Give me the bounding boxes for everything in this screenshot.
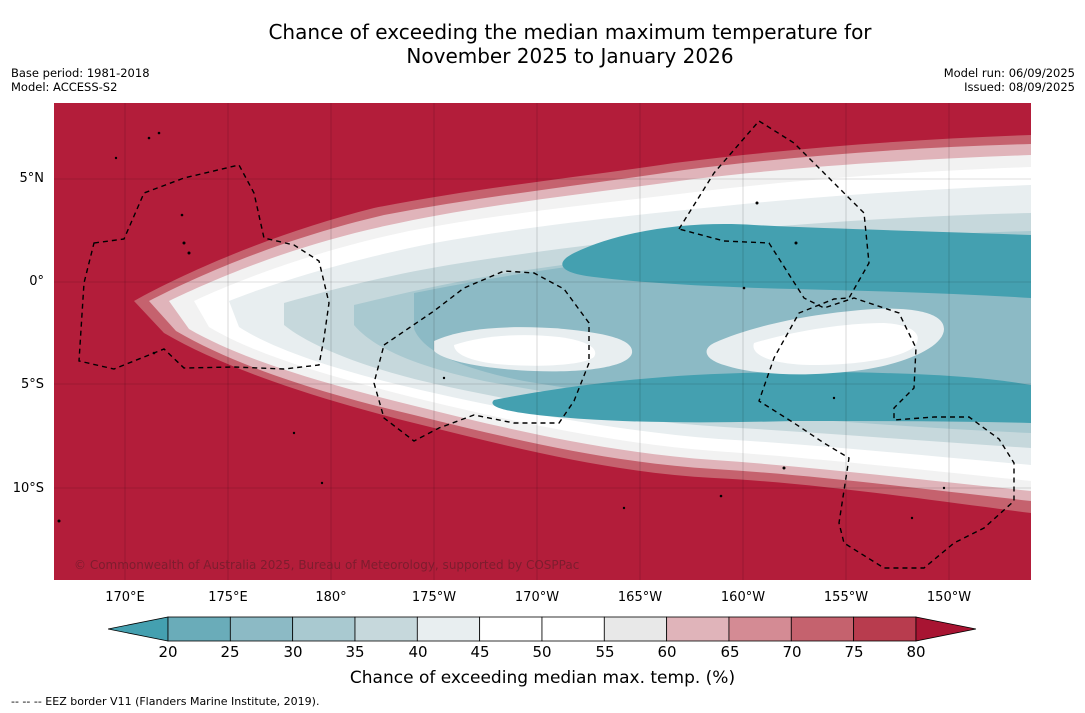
teal-blob-south: [492, 372, 1031, 423]
cb-tick-35: 35: [345, 643, 365, 661]
colorbar-extend-high: [915, 616, 977, 642]
colorbar-cell: [728, 616, 792, 642]
copyright-notice: © Commonwealth of Australia 2025, Bureau…: [74, 558, 580, 572]
issued-date: Issued: 08/09/2025: [964, 80, 1075, 94]
lon-label-150w: 150°W: [926, 590, 972, 605]
colorbar-cell: [790, 616, 855, 642]
model-run: Model run: 06/09/2025: [943, 66, 1075, 80]
lon-label-170e: 170°E: [105, 590, 145, 605]
colorbar-label: Chance of exceeding median max. temp. (%…: [349, 668, 736, 688]
cb-tick-60: 60: [657, 643, 677, 661]
white-pocket-west-inner: [454, 335, 596, 366]
eez-footnote: -- -- -- EEZ border V11 (Flanders Marine…: [11, 695, 320, 708]
colorbar-cell: [541, 616, 605, 642]
lat-label-5n: 5°N: [19, 171, 45, 186]
lon-label-175e: 175°E: [208, 590, 248, 605]
lon-label-170w: 170°W: [514, 590, 560, 605]
base-period: Base period: 1981-2018: [11, 66, 150, 80]
colorbar-cell: [666, 616, 730, 642]
cb-tick-70: 70: [782, 643, 802, 661]
cb-tick-65: 65: [720, 643, 740, 661]
colorbar-cells: [107, 616, 977, 642]
graticule: [54, 103, 1031, 580]
colorbar-extend-low: [107, 616, 169, 642]
cb-tick-80: 80: [906, 643, 926, 661]
colorbar-cell: [603, 616, 668, 642]
cb-tick-25: 25: [220, 643, 240, 661]
meta-right: Model run: 06/09/2025 Issued: 08/09/2025: [944, 66, 1075, 94]
colorbar-cell: [853, 616, 917, 642]
lon-label-165w: 165°W: [617, 590, 663, 605]
lon-label-180: 180°: [315, 590, 347, 605]
colorbar-cell: [416, 616, 481, 642]
cb-tick-50: 50: [532, 643, 552, 661]
colorbar-cell: [167, 616, 231, 642]
title-line-2: November 2025 to January 2026: [406, 44, 734, 68]
colorbar-cell: [354, 616, 418, 642]
white-pocket-east-inner: [753, 323, 918, 365]
title-line-1: Chance of exceeding the median maximum t…: [268, 20, 872, 44]
colorbar-cell: [479, 616, 543, 642]
lat-label-10s: 10°S: [12, 481, 44, 496]
lon-label-175w: 175°W: [411, 590, 457, 605]
meta-left: Base period: 1981-2018 Model: ACCESS-S2: [11, 66, 150, 94]
islands: [57, 131, 946, 523]
cb-tick-45: 45: [470, 643, 490, 661]
lon-label-155w: 155°W: [823, 590, 869, 605]
colorbar-cell: [229, 616, 294, 642]
cb-tick-30: 30: [283, 643, 303, 661]
cb-tick-55: 55: [595, 643, 615, 661]
colorbar-svg: [107, 616, 977, 642]
forecast-map: © Commonwealth of Australia 2025, Bureau…: [54, 103, 1031, 580]
cb-tick-75: 75: [844, 643, 864, 661]
lat-label-0: 0°: [29, 274, 44, 289]
cb-tick-20: 20: [158, 643, 178, 661]
cb-tick-40: 40: [408, 643, 428, 661]
colorbar-cell: [292, 616, 356, 642]
colorbar: [107, 616, 978, 648]
map-svg: [54, 103, 1031, 580]
model-name: Model: ACCESS-S2: [11, 80, 118, 94]
chart-title: Chance of exceeding the median maximum t…: [0, 20, 1085, 68]
teal-blob-north: [562, 224, 1031, 298]
lon-label-160w: 160°W: [720, 590, 766, 605]
lat-label-5s: 5°S: [20, 377, 44, 392]
eez-borders: [78, 120, 1015, 569]
